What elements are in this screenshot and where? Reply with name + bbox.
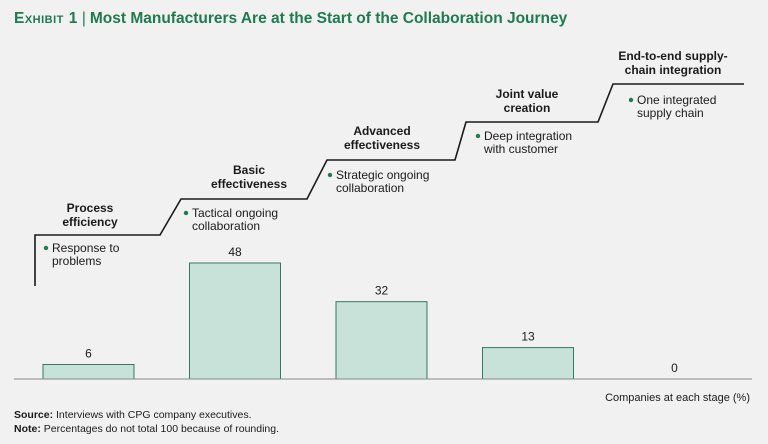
stage-title-line: chain integration — [625, 63, 722, 77]
stage-title-line: Advanced — [353, 124, 410, 138]
note-text: Percentages do not total 100 because of … — [43, 423, 280, 435]
bullet-dot-icon — [628, 97, 634, 103]
exhibit-label: Exhibit 1 — [14, 10, 78, 27]
rounding-note: Note: Percentages do not total 100 becau… — [14, 422, 279, 436]
chart-title: Exhibit 1 | Most Manufacturers Are at the … — [14, 10, 567, 28]
stage-bullet-line: Strategic ongoing — [336, 168, 429, 182]
source-label: Source: — [14, 409, 54, 421]
title-separator: | — [81, 10, 86, 27]
footnotes: Source: Interviews with CPG company exec… — [14, 408, 279, 436]
bar-value-label-2: 48 — [228, 245, 242, 259]
stage-title-line: End-to-end supply- — [618, 49, 727, 63]
stage-title-line: efficiency — [62, 215, 118, 229]
bar-3 — [335, 301, 428, 380]
stage-title-line: Process — [67, 201, 114, 215]
stage-bullet-line: collaboration — [192, 219, 260, 233]
x-axis-label: Companies at each stage (%) — [605, 392, 750, 404]
bullet-dot-icon — [43, 245, 49, 251]
bullet-dot-icon — [475, 133, 481, 139]
note-label: Note: — [14, 423, 41, 435]
bar-labels-group: 6 48 32 13 0 — [85, 245, 678, 375]
stage-title-line: Basic — [233, 163, 265, 177]
bar-value-label-3: 32 — [375, 284, 389, 298]
stage-title-line: effectiveness — [211, 177, 287, 191]
stage-bullet-line: supply chain — [637, 106, 704, 120]
staircase-line — [34, 83, 744, 286]
title-text: Most Manufacturers Are at the Start of t… — [89, 10, 568, 27]
source-note: Source: Interviews with CPG company exec… — [14, 408, 279, 422]
stage-bullet-line: Deep integration — [484, 129, 572, 143]
stage-bullet-line: Tactical ongoing — [192, 206, 278, 220]
bullet-dot-icon — [327, 172, 333, 178]
stage-bullet-line: One integrated — [637, 93, 716, 107]
stage-bullet-line: collaboration — [336, 181, 404, 195]
bar-value-label-1: 6 — [85, 347, 92, 361]
bar-value-label-5: 0 — [671, 361, 678, 375]
stage-5: End-to-end supply-chain integration One i… — [618, 49, 727, 120]
stage-title-line: Joint value — [496, 87, 559, 101]
bar-1 — [42, 364, 135, 380]
bars-group — [42, 262, 574, 380]
stage-title-line: creation — [504, 101, 551, 115]
stage-bullet-line: Response to — [52, 241, 120, 255]
stage-bullet-line: with customer — [483, 142, 558, 156]
bar-4 — [482, 347, 574, 380]
bullet-dot-icon — [183, 210, 189, 216]
stage-title-line: effectiveness — [344, 138, 420, 152]
bar-2 — [189, 262, 281, 380]
source-text: Interviews with CPG company executives. — [56, 409, 252, 421]
stage-bullet-line: problems — [52, 254, 101, 268]
bar-value-label-4: 13 — [521, 330, 535, 344]
